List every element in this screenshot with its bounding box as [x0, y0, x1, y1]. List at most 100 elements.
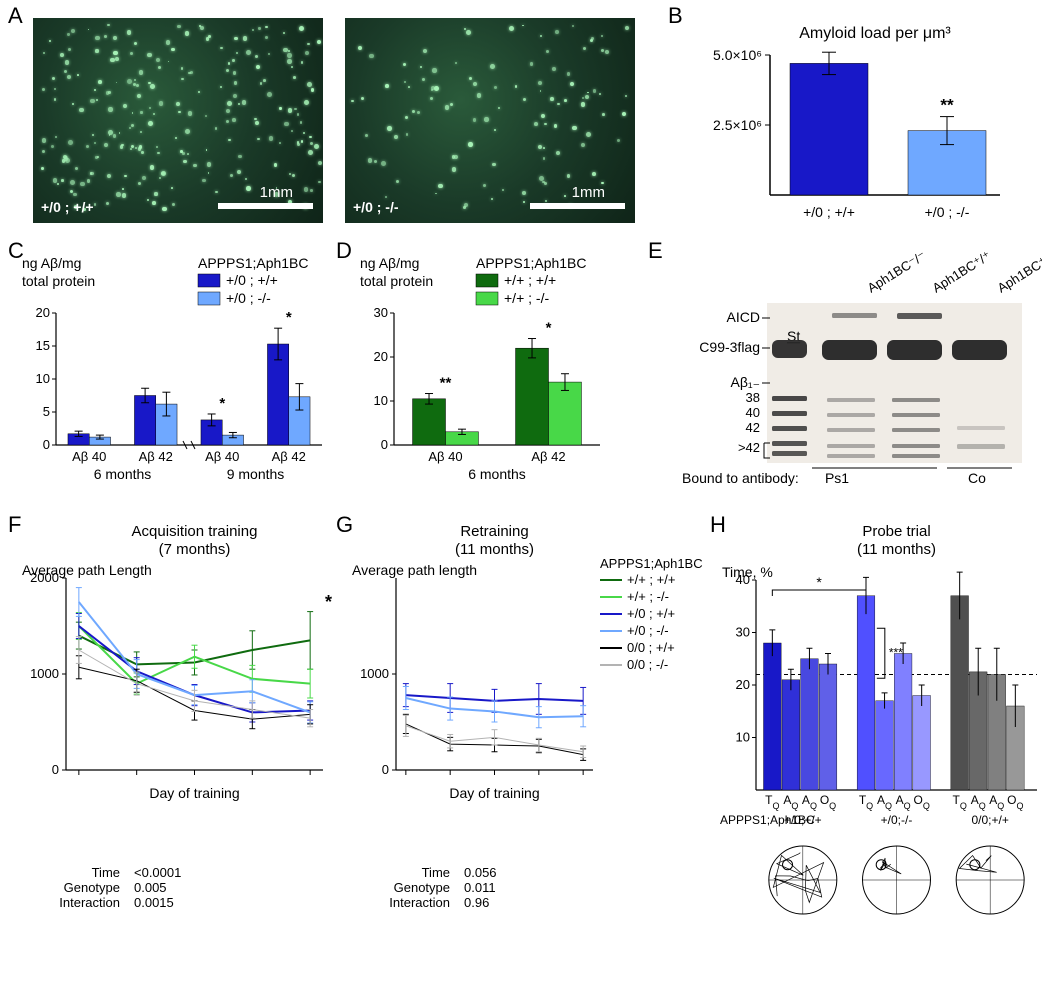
- svg-text:0/0 ; -/-: 0/0 ; -/-: [627, 657, 668, 672]
- svg-text:30: 30: [374, 305, 388, 320]
- svg-text:Aβ 42: Aβ 42: [272, 449, 306, 464]
- svg-text:+/0 ; +/+: +/0 ; +/+: [803, 204, 855, 220]
- svg-text:ng Aβ/mg: ng Aβ/mg: [360, 255, 419, 271]
- svg-text:C99-3flag: C99-3flag: [699, 339, 760, 355]
- svg-text:+/+ ; +/+: +/+ ; +/+: [627, 572, 675, 587]
- svg-text:0: 0: [52, 762, 59, 777]
- svg-text:Probe trial: Probe trial: [862, 523, 930, 540]
- scalebar-2-text: 1mm: [572, 184, 605, 201]
- panel-label-d: D: [336, 238, 352, 264]
- chart-acquisition: Acquisition training(7 months)Average pa…: [18, 520, 338, 850]
- svg-text:AICD: AICD: [727, 309, 760, 325]
- svg-text:0/0 ; +/+: 0/0 ; +/+: [627, 640, 675, 655]
- svg-text:*: *: [286, 309, 292, 326]
- svg-text:Aβ 42: Aβ 42: [531, 449, 565, 464]
- panel-label-e: E: [648, 238, 663, 264]
- svg-text:TQ: TQ: [952, 793, 966, 811]
- svg-text:Aβ 42: Aβ 42: [139, 449, 173, 464]
- svg-text:AQ: AQ: [783, 793, 798, 811]
- svg-text:Aβ 40: Aβ 40: [205, 449, 239, 464]
- svg-text:40: 40: [736, 572, 750, 587]
- svg-text:(11 months): (11 months): [857, 541, 936, 558]
- svg-text:Acquisition training: Acquisition training: [132, 523, 258, 540]
- svg-text:Aβ₁₋: Aβ₁₋: [730, 374, 760, 390]
- svg-text:10: 10: [374, 393, 388, 408]
- svg-text:0: 0: [381, 437, 388, 452]
- svg-text:*: *: [816, 574, 822, 590]
- svg-text:+/0 ; +/+: +/0 ; +/+: [226, 272, 278, 288]
- svg-text:+/+ ; -/-: +/+ ; -/-: [627, 589, 669, 604]
- micrograph-1: +/0 ; +/+ 1mm: [33, 18, 323, 223]
- svg-text:Day of training: Day of training: [149, 785, 239, 801]
- svg-text:+/+ ; -/-: +/+ ; -/-: [504, 290, 549, 306]
- micrograph-1-genotype: +/0 ; +/+: [41, 199, 94, 215]
- svg-text:0: 0: [382, 762, 389, 777]
- svg-text:(7 months): (7 months): [159, 541, 231, 558]
- scalebar-1-text: 1mm: [260, 184, 293, 201]
- svg-text:OQ: OQ: [913, 793, 929, 811]
- panel-label-b: B: [668, 3, 683, 29]
- stats-f: Time<0.0001Genotype0.005Interaction0.001…: [30, 865, 181, 910]
- chart-abeta-hetero: ng Aβ/mgtotal proteinAPPPS1;Aph1BC+/0 ; …: [18, 253, 328, 493]
- micrograph-2: +/0 ; -/- 1mm: [345, 18, 635, 223]
- svg-text:30: 30: [736, 625, 750, 640]
- svg-text:total protein: total protein: [360, 273, 433, 289]
- svg-text:1000: 1000: [360, 666, 389, 681]
- scalebar-2: [530, 203, 625, 209]
- panel-label-a: A: [8, 3, 23, 29]
- svg-text:Amyloid load per μm³: Amyloid load per μm³: [799, 25, 951, 42]
- svg-text:Aβ 40: Aβ 40: [72, 449, 106, 464]
- svg-text:*: *: [546, 320, 552, 337]
- svg-text:15: 15: [36, 338, 50, 353]
- svg-text:TQ: TQ: [765, 793, 779, 811]
- svg-text:40: 40: [746, 405, 760, 420]
- svg-text:total protein: total protein: [22, 273, 95, 289]
- chart-retraining: Retraining(11 months)Average path length…: [348, 520, 708, 850]
- svg-text:**: **: [440, 375, 452, 392]
- svg-text:>42: >42: [738, 440, 760, 455]
- svg-text:AQ: AQ: [989, 793, 1004, 811]
- chart-amyloid-load: Amyloid load per μm³ 2.5×10⁶ 5.0×10⁶ +/0 ; …: [700, 20, 1010, 230]
- svg-text:42: 42: [746, 420, 760, 435]
- svg-text:10: 10: [36, 371, 50, 386]
- svg-text:+/0;-/-: +/0;-/-: [881, 813, 913, 827]
- svg-text:20: 20: [374, 349, 388, 364]
- micrograph-2-genotype: +/0 ; -/-: [353, 199, 399, 215]
- svg-text:Aβ 40: Aβ 40: [428, 449, 462, 464]
- stats-g: Time0.056Genotype0.011Interaction0.96: [360, 865, 497, 910]
- svg-text:***: ***: [889, 645, 903, 659]
- svg-text:AQ: AQ: [802, 793, 817, 811]
- svg-text:+/0 ; -/-: +/0 ; -/-: [925, 204, 970, 220]
- svg-text:+/0 ; -/-: +/0 ; -/-: [226, 290, 271, 306]
- svg-text:20: 20: [736, 677, 750, 692]
- svg-text:+/0 ; +/+: +/0 ; +/+: [627, 606, 675, 621]
- svg-text:0/0;+/+: 0/0;+/+: [971, 813, 1008, 827]
- svg-text:9 months: 9 months: [227, 466, 285, 482]
- svg-text:AQ: AQ: [896, 793, 911, 811]
- scalebar-1: [218, 203, 313, 209]
- svg-text:Aph1BC⁺/⁺: Aph1BC⁺/⁺: [930, 248, 994, 296]
- svg-text:6 months: 6 months: [94, 466, 152, 482]
- svg-text:Co: Co: [968, 470, 986, 486]
- svg-text:Ps1: Ps1: [825, 470, 849, 486]
- chart-abeta-homo: ng Aβ/mg total protein APPPS1;Aph1BC +/+ ; …: [356, 253, 606, 493]
- svg-text:AQ: AQ: [971, 793, 986, 811]
- svg-text:5.0×10⁶: 5.0×10⁶: [713, 47, 762, 63]
- svg-text:+/0 ; -/-: +/0 ; -/-: [627, 623, 669, 638]
- svg-text:5: 5: [43, 404, 50, 419]
- svg-text:APPPS1;Aph1BC: APPPS1;Aph1BC: [476, 255, 587, 271]
- western-blot: Aph1BC⁻/⁻Aph1BC⁺/⁺Aph1BC⁺/⁺AICDC99-3flag…: [672, 248, 1042, 498]
- svg-text:Aph1BC⁺/⁺: Aph1BC⁺/⁺: [995, 248, 1042, 296]
- svg-text:2000: 2000: [30, 570, 59, 585]
- svg-text:APPPS1;Aph1BC: APPPS1;Aph1BC: [600, 556, 703, 571]
- svg-text:0: 0: [43, 437, 50, 452]
- svg-text:Average path length: Average path length: [352, 562, 477, 578]
- svg-text:2.5×10⁶: 2.5×10⁶: [713, 117, 762, 133]
- svg-text:20: 20: [36, 305, 50, 320]
- svg-text:**: **: [940, 96, 954, 115]
- svg-text:OQ: OQ: [820, 793, 836, 811]
- svg-text:*: *: [219, 395, 225, 412]
- svg-text:AQ: AQ: [877, 793, 892, 811]
- svg-text:Bound to antibody:: Bound to antibody:: [682, 470, 799, 486]
- chart-probe-trial: Probe trial(11 months)Time, %10203040TQA…: [718, 520, 1043, 960]
